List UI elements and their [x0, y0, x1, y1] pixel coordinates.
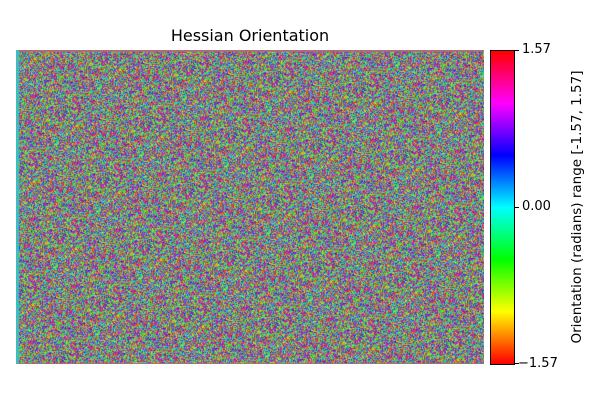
chart-title: Hessian Orientation — [170, 26, 330, 45]
colorbar-tick-label: −1.57 — [518, 356, 558, 371]
colorbar-tick-label: 1.57 — [522, 42, 551, 57]
orientation-heatmap — [16, 50, 484, 364]
colorbar-tick — [514, 50, 519, 51]
colorbar-label: Orientation (radians) range [-1.57, 1.57… — [569, 70, 585, 344]
colorbar-tick-label: 0.00 — [522, 199, 551, 214]
colorbar — [490, 50, 515, 365]
colorbar-tick — [514, 363, 519, 364]
colorbar-tick — [514, 207, 519, 208]
